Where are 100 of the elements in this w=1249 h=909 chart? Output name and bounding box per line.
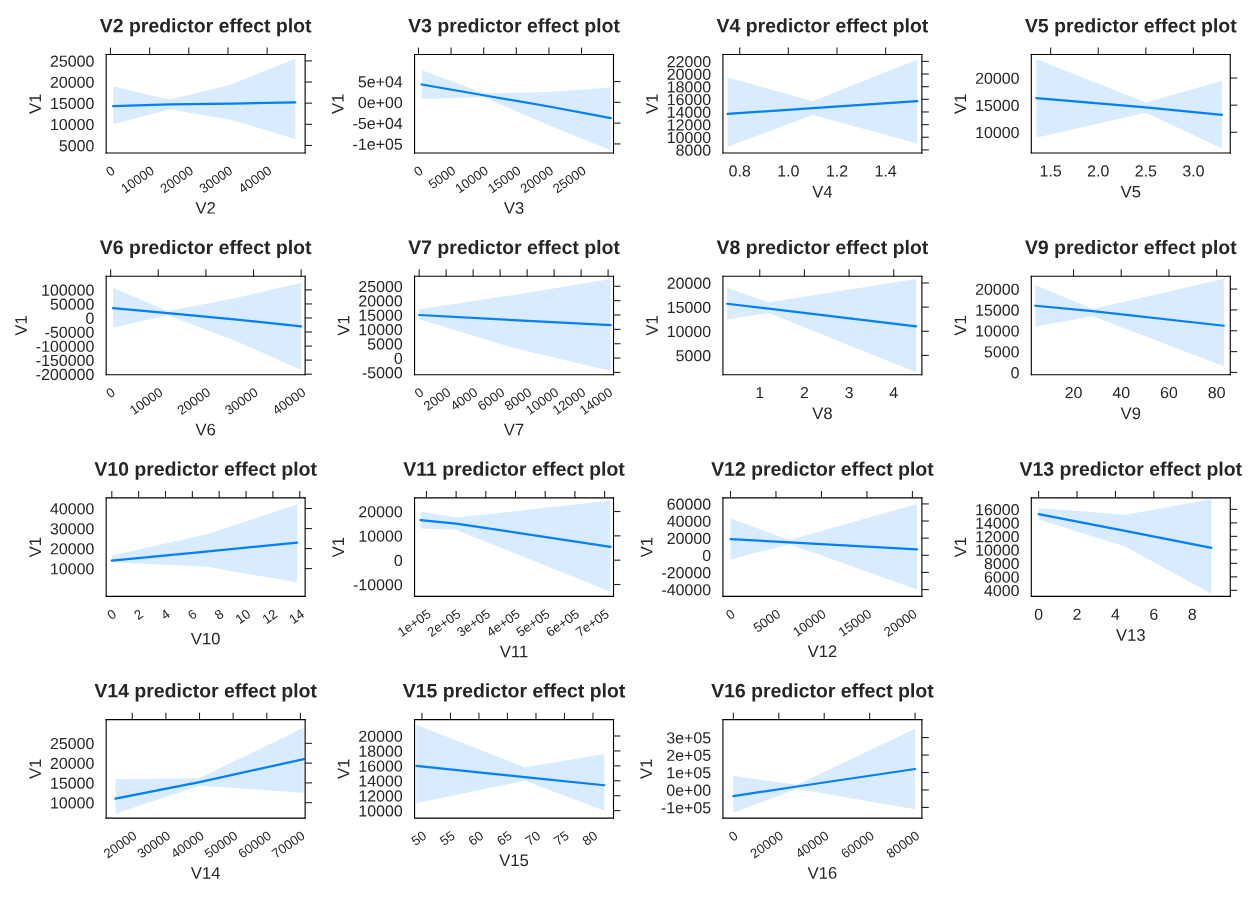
y-axis-title: V1 — [646, 94, 658, 114]
y-tick-label: 10000 — [976, 325, 1019, 337]
y-axis-title: V1 — [646, 316, 658, 336]
y-tick-label: 15000 — [976, 304, 1019, 316]
y-tick-label: 60000 — [667, 498, 711, 510]
x-axis-title: V2 — [195, 201, 215, 214]
x-tick-label: 8 — [213, 608, 225, 621]
x-axis-title: V6 — [195, 423, 216, 436]
x-tick-label: 0 — [725, 608, 736, 621]
y-tick-label: -5e+04 — [353, 117, 403, 130]
y-tick-label: 10000 — [359, 530, 403, 542]
y-tick-label: 30000 — [50, 523, 94, 535]
y-tick-label: 8000 — [676, 144, 711, 156]
y-tick-label: 40000 — [667, 515, 711, 527]
y-tick-label: 20000 — [667, 532, 711, 545]
x-tick-label: 65 — [496, 830, 513, 846]
y-tick-label: 20000 — [359, 295, 403, 307]
x-tick-label: 0 — [105, 387, 116, 399]
y-tick-label: 20000 — [975, 72, 1019, 84]
x-tick-label: 1.4 — [875, 165, 897, 177]
x-axis-title: V11 — [499, 645, 528, 658]
y-axis-title: V1 — [640, 537, 653, 558]
y-axis-title: V1 — [29, 759, 41, 779]
y-tick-label: 0 — [702, 549, 711, 562]
y-tick-label: 14000 — [359, 775, 403, 787]
y-tick-label: 0e+00 — [666, 784, 711, 796]
y-tick-label: 10000 — [51, 118, 94, 131]
y-tick-label: 18000 — [359, 745, 403, 757]
chart-title: V4 predictor effect plot — [716, 18, 929, 37]
x-tick-label: 6 — [187, 608, 198, 620]
x-tick-label: 0.8 — [729, 165, 751, 177]
x-tick-label: 6 — [1150, 608, 1158, 620]
y-tick-label: 25000 — [50, 55, 94, 67]
x-tick-label: 60 — [1160, 386, 1178, 399]
y-tick-label: 10000 — [976, 544, 1019, 556]
chart-title: V12 predictor effect plot — [711, 461, 934, 480]
x-tick-label: 60 — [467, 830, 485, 846]
chart-title: V8 predictor effect plot — [716, 239, 929, 259]
x-tick-label: 8 — [1188, 608, 1196, 620]
x-tick-label: 0 — [105, 165, 116, 177]
y-tick-label: 0 — [1011, 367, 1019, 379]
y-tick-label: 12000 — [667, 119, 711, 131]
y-tick-label: 22000 — [667, 56, 711, 68]
y-tick-label: 20000 — [667, 68, 711, 80]
x-axis-title: V9 — [1120, 407, 1141, 420]
y-tick-label: 15000 — [667, 301, 711, 314]
y-tick-label: 5000 — [676, 350, 711, 362]
y-tick-label: 5000 — [59, 140, 94, 152]
y-tick-label: -100000 — [36, 340, 94, 353]
y-axis-title: V1 — [337, 316, 350, 336]
x-tick-label: 12 — [261, 608, 278, 624]
chart-title: V9 predictor effect plot — [1025, 239, 1237, 259]
x-tick-label: 80 — [581, 830, 599, 846]
line-series — [420, 83, 612, 120]
y-tick-label: 12000 — [359, 790, 403, 802]
x-tick-label: 0 — [413, 387, 425, 399]
y-tick-label: 20000 — [50, 757, 94, 770]
y-tick-label: 1e+05 — [667, 767, 711, 779]
y-tick-label: 15000 — [976, 99, 1019, 112]
x-tick-label: 3.0 — [1182, 165, 1204, 177]
x-tick-label: 20 — [1065, 386, 1082, 399]
chart-title: V5 predictor effect plot — [1025, 18, 1237, 37]
y-tick-label: 8000 — [984, 557, 1019, 570]
x-tick-label: 2.5 — [1135, 165, 1157, 177]
y-axis-title: V1 — [954, 537, 967, 558]
y-tick-label: 5000 — [984, 346, 1019, 358]
y-tick-label: -10000 — [353, 579, 403, 591]
chart-title: V15 predictor effect plot — [402, 683, 626, 702]
y-tick-label: -150000 — [36, 354, 94, 367]
x-tick-label: 2.0 — [1087, 165, 1109, 177]
x-tick-label: 4 — [1111, 608, 1120, 620]
y-tick-label: 10000 — [976, 126, 1019, 139]
y-tick-label: -50000 — [45, 326, 94, 338]
x-tick-label: 0 — [727, 830, 739, 842]
y-tick-label: 25000 — [359, 280, 403, 293]
x-tick-label: 1 — [756, 387, 764, 399]
x-tick-label: 80 — [1208, 386, 1225, 399]
y-tick-label: 20000 — [975, 283, 1019, 296]
chart-title: V3 predictor effect plot — [408, 18, 620, 37]
x-axis-title: V7 — [503, 423, 524, 436]
x-tick-label: 2 — [133, 608, 144, 620]
y-tick-label: 20000 — [50, 543, 94, 555]
chart-title: V10 predictor effect plot — [94, 461, 317, 480]
x-tick-label: 55 — [439, 830, 456, 846]
y-tick-label: 5000 — [367, 338, 403, 350]
chart-title: V7 predictor effect plot — [408, 239, 620, 259]
y-tick-label: 100000 — [42, 284, 94, 296]
x-axis-title: V12 — [807, 645, 837, 657]
y-axis-title: V1 — [29, 94, 41, 114]
y-tick-label: 0e+00 — [358, 96, 403, 109]
y-tick-label: 16000 — [359, 760, 403, 772]
y-axis-title: V1 — [954, 94, 967, 114]
x-tick-label: 6000 — [476, 387, 506, 411]
x-tick-label: 2 — [1073, 608, 1081, 620]
y-tick-label: 15000 — [359, 309, 403, 321]
chart-title: V16 predictor effect plot — [711, 683, 934, 702]
y-tick-label: 20000 — [50, 76, 94, 88]
chart-title: V6 predictor effect plot — [99, 239, 312, 259]
y-tick-label: 25000 — [50, 737, 94, 750]
y-axis-title: V1 — [15, 316, 27, 336]
